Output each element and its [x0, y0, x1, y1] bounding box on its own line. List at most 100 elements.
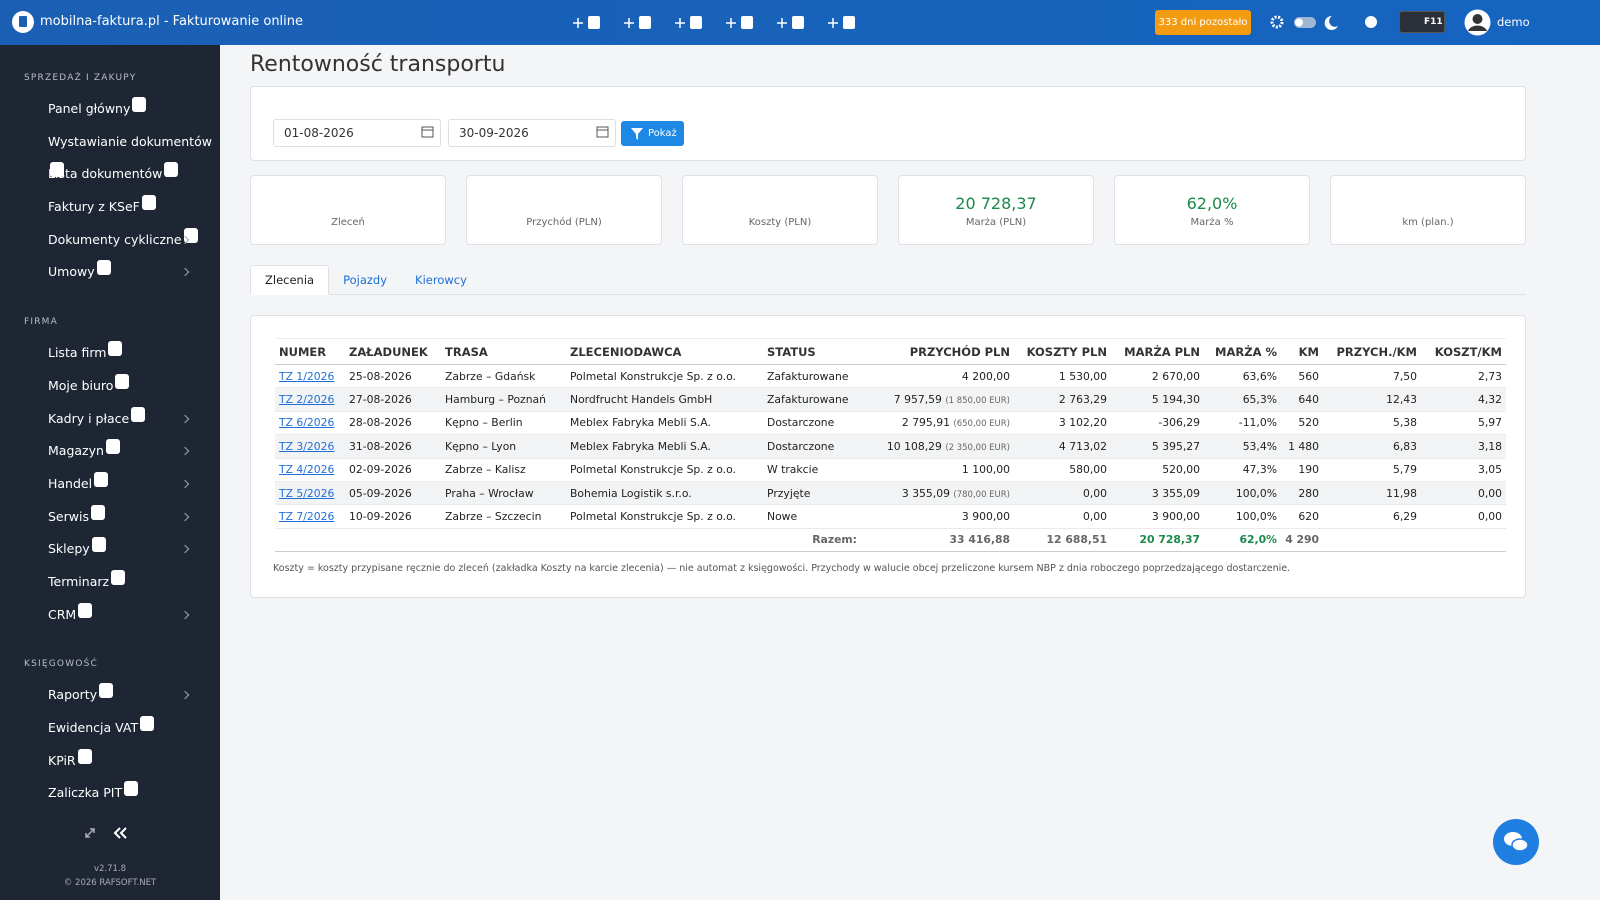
header-row: NUMER ZAŁADUNEK TRASA ZLECENIODAWCA STATUS PR… [275, 338, 1506, 365]
revenue-pln: 3 900,00 [961, 510, 1010, 524]
action-icon[interactable] [792, 16, 804, 29]
stat-value: 20 728,37 [955, 194, 1037, 213]
menu-item[interactable]: Terminarz [0, 566, 220, 599]
table-row: TZ 3/2026 31-08-2026 Kępno – Lyon Meblex Fa… [275, 434, 1506, 459]
icon-shape [131, 406, 146, 422]
menu-item[interactable]: Serwis [0, 501, 220, 534]
stat-value [683, 194, 877, 214]
order-link[interactable]: TZ 1/2026 [279, 369, 335, 383]
menu-section-title: FIRMA [24, 317, 59, 328]
tab[interactable]: Kierowcy [415, 273, 467, 287]
total-revenue: 33 416,88 [861, 527, 1014, 553]
total-row: Razem: 33 416,88 12 688,51 20 728,37 62,0% 4 … [275, 527, 1506, 553]
order-link[interactable]: TZ 5/2026 [279, 486, 335, 500]
show-button[interactable]: Pokaż [621, 121, 684, 146]
table-cell: 6,29 [1323, 504, 1421, 529]
menu-item[interactable]: Panel główny [0, 93, 220, 126]
table-cell: 25-08-2026 [345, 363, 441, 388]
menu-item[interactable]: Ewidencja VAT [0, 712, 220, 745]
table-cell: 10-09-2026 [345, 504, 441, 529]
menu-item[interactable]: Zaliczka PIT [0, 777, 220, 810]
action-icon[interactable] [588, 16, 600, 29]
menu-item[interactable]: Moje biuro [0, 370, 220, 403]
table-cell: Zafakturowane [763, 363, 861, 388]
plus-icon[interactable] [726, 18, 736, 28]
tab[interactable]: Zlecenia [250, 265, 330, 295]
table-cell: 53,4% [1204, 434, 1281, 459]
order-link[interactable]: TZ 3/2026 [279, 439, 335, 453]
table-cell: 3 355,09 [1111, 480, 1204, 505]
table-note: Koszty = koszty przypisane ręcznie do zl… [273, 563, 1291, 574]
menu-item[interactable]: Dokumenty cykliczne [0, 224, 220, 257]
table-cell: 0,00 [1421, 480, 1506, 505]
user-menu[interactable]: demo [1497, 15, 1530, 29]
action-icon[interactable] [741, 16, 753, 29]
table-cell: 560 [1281, 363, 1323, 388]
menu-item[interactable]: Handel [0, 468, 220, 501]
brand[interactable]: mobilna-faktura.pl - Fakturowanie online [40, 14, 304, 29]
table-cell: 520 [1281, 410, 1323, 435]
action-icon[interactable] [690, 16, 702, 29]
icon-shape [140, 716, 155, 731]
table-cell: 5 194,30 [1111, 387, 1204, 412]
total-margin-pct: 62,0% [1204, 527, 1281, 553]
order-link[interactable]: TZ 2/2026 [279, 393, 335, 407]
page-title: Rentowność transportu [250, 52, 506, 77]
chat-button[interactable] [1493, 819, 1539, 865]
stat-label: Koszty (PLN) [748, 217, 812, 228]
table-cell: 1 530,00 [1014, 363, 1111, 388]
menu-icon [91, 537, 106, 553]
sidebar: SPRZEDAŻ I ZAKUPY Panel główny Wystawianie… [0, 45, 220, 900]
icon-shape [132, 97, 147, 112]
plus-icon[interactable] [828, 18, 838, 28]
order-link[interactable]: TZ 4/2026 [279, 463, 335, 477]
menu-item[interactable]: Umowy [0, 256, 220, 289]
table-cell: TZ 7/2026 [275, 504, 345, 529]
menu-item[interactable]: Faktury z KSeF [0, 191, 220, 224]
plus-icon[interactable] [777, 18, 787, 28]
table-cell: 65,3% [1204, 387, 1281, 412]
table-cell: TZ 1/2026 [275, 363, 345, 388]
action-icon[interactable] [639, 16, 651, 29]
plus-icon[interactable] [624, 18, 634, 28]
menu-item[interactable]: CRM [0, 599, 220, 632]
action-icon[interactable] [843, 16, 855, 29]
menu-item[interactable]: Sklepy [0, 533, 220, 566]
tab[interactable]: Pojazdy [343, 273, 388, 287]
order-link[interactable]: TZ 7/2026 [279, 510, 335, 524]
menu-icon [183, 227, 198, 243]
revenue-pln: 10 108,29 [886, 439, 942, 453]
order-link[interactable]: TZ 6/2026 [279, 416, 335, 430]
icon-shape [108, 341, 123, 357]
date-to[interactable]: 30-09-2026 [448, 119, 616, 147]
menu-icon [90, 504, 105, 520]
table-cell: Przyjęte [763, 480, 861, 505]
menu-item[interactable]: Lista dokumentów [0, 158, 220, 191]
table-cell: 3,05 [1421, 457, 1506, 482]
date-from[interactable]: 01-08-2026 [273, 119, 441, 147]
menu-item[interactable]: Wystawianie dokumentów [0, 126, 220, 178]
menu-icon [115, 373, 130, 389]
menu-item[interactable]: Magazyn [0, 435, 220, 468]
fullscreen-button[interactable]: F11 [1399, 11, 1445, 33]
table-cell: 63,6% [1204, 363, 1281, 388]
sidebar-controls [85, 827, 127, 839]
table-cell: 27-08-2026 [345, 387, 441, 412]
plus-icon[interactable] [675, 18, 685, 28]
column-header: TRASA [441, 338, 566, 365]
header-icons [1270, 15, 1377, 30]
submenu-chevron [180, 446, 190, 456]
menu-item[interactable]: Lista firm [0, 337, 220, 370]
icon-shape [105, 439, 120, 455]
table-cell: 28-08-2026 [345, 410, 441, 435]
menu-item[interactable]: KPiR [0, 745, 220, 778]
menu-item[interactable]: Kadry i płace [0, 403, 220, 436]
menu-item[interactable]: Raporty [0, 679, 220, 712]
plus-icon[interactable] [573, 18, 583, 28]
revenue-pln: 4 200,00 [961, 369, 1010, 383]
icon-shape [99, 683, 114, 699]
table-cell: 3 102,20 [1014, 410, 1111, 435]
stat-label: Marża (PLN) [965, 217, 1027, 228]
trial-badge[interactable]: 333 dni pozostało [1155, 10, 1251, 35]
